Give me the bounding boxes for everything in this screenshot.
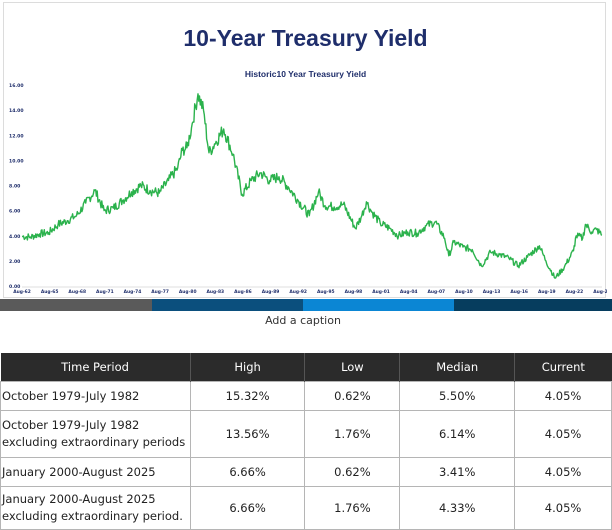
cell-high: 13.56% — [189, 410, 306, 458]
y-tick-label: 10.00 — [9, 158, 24, 164]
series-line — [21, 93, 603, 279]
color-bar — [0, 299, 612, 311]
chart-frame: 10-Year Treasury Yield Historic10 Year T… — [3, 2, 607, 298]
y-tick-label: 2.00 — [9, 259, 20, 265]
cell-current: 4.05% — [514, 410, 612, 458]
cell-median: 6.14% — [399, 410, 516, 458]
header-current: Current — [514, 353, 612, 382]
cell-period: October 1979-July 1982 excluding extraord… — [0, 410, 191, 458]
table-row: October 1979-July 1982 excluding extraord… — [0, 410, 612, 458]
period-qualifier: excluding extraordinary period. — [2, 509, 183, 523]
cell-current: 4.05% — [514, 381, 612, 411]
x-tick-label: Aug-16 — [510, 289, 528, 295]
header-high: High — [190, 353, 306, 382]
color-bar-segment-2 — [152, 299, 303, 311]
y-tick-label: 12.00 — [9, 133, 24, 139]
header-low: Low — [304, 353, 401, 382]
cell-median: 4.33% — [399, 486, 516, 530]
period-text: October 1979-July 1982 — [2, 418, 140, 432]
x-tick-label: Aug-77 — [151, 289, 169, 295]
chart-figure: 10-Year Treasury Yield Historic10 Year T… — [0, 2, 612, 327]
period-text: October 1979-July 1982 — [2, 388, 140, 403]
y-tick-label: 6.00 — [9, 209, 20, 215]
line-chart: 0.00 2.00 4.00 6.00 8.00 10.00 12.00 14.00 16.00… — [9, 83, 607, 295]
cell-period: January 2000-August 2025 excluding extrao… — [0, 486, 191, 530]
y-tick-label: 16.00 — [9, 83, 24, 89]
y-tick-label: 14.00 — [9, 108, 24, 114]
table-header-row: Time Period High Low Median Current — [0, 353, 612, 382]
cell-low: 0.62% — [304, 381, 401, 411]
color-bar-segment-1 — [0, 299, 152, 311]
x-tick-label: Aug-80 — [179, 289, 197, 295]
cell-current: 4.05% — [514, 486, 612, 530]
x-tick-label: Aug-71 — [96, 289, 114, 295]
x-tick-label: Aug-92 — [289, 289, 307, 295]
cell-current: 4.05% — [514, 457, 612, 487]
x-tick-label: Aug-74 — [124, 289, 142, 295]
x-tick-label: Aug-22 — [566, 289, 584, 295]
x-tick-label: Aug-10 — [455, 289, 473, 295]
x-tick-label: Aug-86 — [234, 289, 252, 295]
color-bar-segment-3 — [303, 299, 454, 311]
cell-high: 6.66% — [189, 486, 306, 530]
x-tick-label: Aug-95 — [317, 289, 335, 295]
x-tick-label: Aug-01 — [372, 289, 390, 295]
x-tick-label: Aug-98 — [345, 289, 363, 295]
header-time-period: Time Period — [0, 353, 191, 382]
period-text: January 2000-August 2025 — [2, 464, 156, 479]
x-tick-label: Aug-07 — [427, 289, 445, 295]
image-caption[interactable]: Add a caption — [265, 314, 341, 327]
period-text: January 2000-August 2025 — [2, 492, 156, 506]
cell-high: 6.66% — [189, 457, 306, 487]
x-tick-label: Aug-25 — [593, 289, 607, 295]
cell-low: 1.76% — [304, 410, 401, 458]
chart-subtitle: Historic10 Year Treasury Yield — [244, 69, 367, 79]
y-tick-label: 0.00 — [9, 284, 20, 290]
x-tick-label: Aug-13 — [483, 289, 501, 295]
x-tick-label: Aug-83 — [207, 289, 225, 295]
yield-stats-table: Time Period High Low Median Current Octo… — [0, 353, 612, 530]
cell-period: January 2000-August 2025 — [0, 457, 191, 487]
period-qualifier: excluding extraordinary periods — [2, 435, 186, 449]
cell-low: 0.62% — [304, 457, 401, 487]
cell-median: 3.41% — [399, 457, 516, 487]
y-tick-label: 8.00 — [9, 184, 20, 190]
x-tick-label: Aug-89 — [262, 289, 280, 295]
y-tick-label: 4.00 — [9, 234, 20, 240]
color-bar-segment-4 — [454, 299, 612, 311]
table-row: October 1979-July 1982 15.32% 0.62% 5.50… — [0, 381, 612, 411]
table-row: January 2000-August 2025 excluding extrao… — [0, 486, 612, 530]
x-tick-label: Aug-62 — [13, 289, 31, 295]
cell-high: 15.32% — [189, 381, 306, 411]
x-tick-label: Aug-19 — [538, 289, 556, 295]
cell-median: 5.50% — [399, 381, 516, 411]
table-row: January 2000-August 2025 6.66% 0.62% 3.4… — [0, 457, 612, 487]
cell-low: 1.76% — [304, 486, 401, 530]
header-median: Median — [399, 353, 516, 382]
x-tick-label: Aug-65 — [41, 289, 59, 295]
chart-title: 10-Year Treasury Yield — [183, 25, 428, 51]
x-tick-label: Aug-68 — [68, 289, 86, 295]
x-tick-label: Aug-04 — [400, 289, 418, 295]
cell-period: October 1979-July 1982 — [0, 381, 191, 411]
